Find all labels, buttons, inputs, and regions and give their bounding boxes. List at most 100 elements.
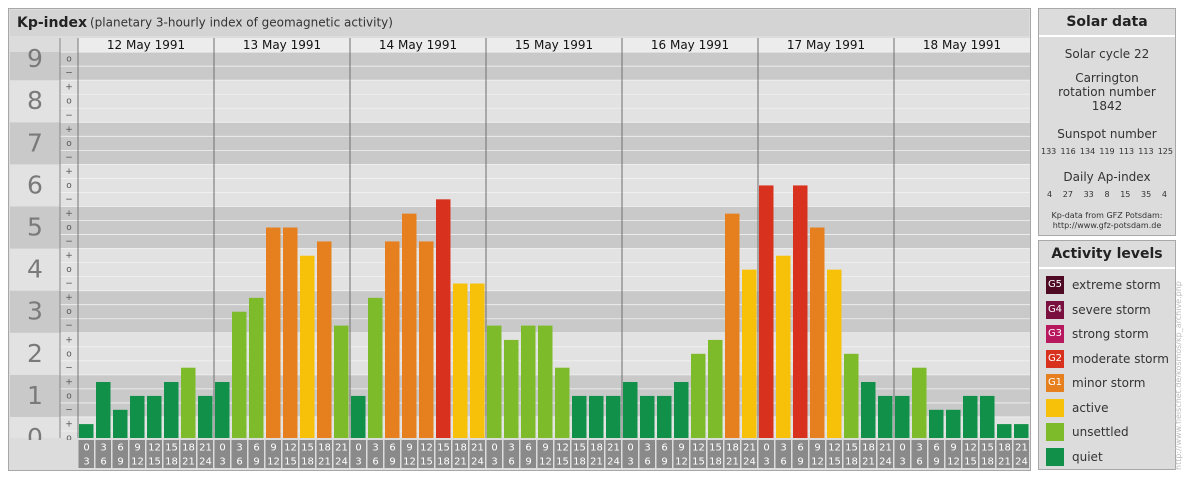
- sunspot-value: 133: [1041, 147, 1057, 156]
- hour-end: 9: [933, 457, 939, 468]
- activity-title: Activity levels: [1039, 241, 1175, 269]
- minor-mark: +: [65, 293, 73, 303]
- hour-cell: [877, 440, 893, 468]
- hour-start: 0: [219, 443, 225, 454]
- hour-cell: [520, 440, 536, 468]
- hour-end: 6: [508, 457, 514, 468]
- hour-cell: [248, 440, 264, 468]
- hour-cell: [350, 440, 366, 468]
- hour-start: 21: [607, 443, 620, 454]
- hour-cell: [588, 440, 604, 468]
- hour-end: 6: [780, 457, 786, 468]
- hour-cell: [911, 440, 927, 468]
- hour-start: 18: [454, 443, 467, 454]
- minor-mark: o: [66, 55, 72, 65]
- minor-mark: −: [65, 111, 73, 121]
- bar: [402, 213, 417, 438]
- hour-cell: [316, 440, 332, 468]
- minor-mark: −: [65, 405, 73, 415]
- hour-cell: [452, 440, 468, 468]
- hour-start: 18: [726, 443, 739, 454]
- bar: [419, 241, 434, 438]
- legend-name: unsettled: [1072, 425, 1129, 440]
- hour-cell: [792, 440, 808, 468]
- hour-end: 12: [403, 457, 416, 468]
- hour-end: 9: [253, 457, 259, 468]
- minor-mark: −: [65, 69, 73, 79]
- minor-mark: −: [65, 363, 73, 373]
- hour-cell: [503, 440, 519, 468]
- activity-panel: Activity levels G5 extreme storm G4 severe …: [1038, 240, 1176, 470]
- bar: [623, 382, 638, 438]
- hour-cell: [537, 440, 553, 468]
- minor-mark: o: [66, 391, 72, 401]
- legend-swatch: [1046, 447, 1064, 466]
- minor-mark: +: [65, 83, 73, 93]
- hour-cell: [809, 440, 825, 468]
- kp-band: [10, 206, 1030, 249]
- bar: [249, 297, 264, 438]
- date-label: 12 May 1991: [107, 38, 185, 52]
- legend-swatch: [1046, 423, 1064, 442]
- hour-cell: [622, 440, 638, 468]
- hour-start: 15: [573, 443, 586, 454]
- hour-start: 12: [284, 443, 297, 454]
- bar: [538, 325, 553, 438]
- hour-cell: [333, 440, 349, 468]
- hour-cell: [996, 440, 1012, 468]
- hour-end: 18: [301, 457, 314, 468]
- bar: [300, 255, 315, 438]
- legend-name: minor storm: [1072, 376, 1146, 391]
- hour-start: 6: [661, 443, 667, 454]
- bar: [266, 227, 281, 438]
- hour-cell: [214, 440, 230, 468]
- hour-cell: [401, 440, 417, 468]
- bar: [198, 395, 213, 438]
- activity-list: G5 extreme storm G4 severe storm G3 strong st…: [1039, 273, 1175, 469]
- hour-end: 18: [845, 457, 858, 468]
- hour-start: 15: [845, 443, 858, 454]
- hour-start: 9: [406, 443, 412, 454]
- hour-start: 0: [899, 443, 905, 454]
- legend-item: G1 minor storm: [1039, 371, 1175, 396]
- bar: [1014, 424, 1029, 438]
- legend-item: active: [1039, 396, 1175, 421]
- hour-cell: [282, 440, 298, 468]
- bar: [589, 395, 604, 438]
- minor-mark: −: [65, 237, 73, 247]
- source: Kp-data from GFZ Potsdam: http://www.gfz-…: [1039, 211, 1175, 231]
- source-url: http://www.gfz-potsdam.de: [1052, 221, 1162, 230]
- bar: [96, 382, 111, 438]
- y-tick-label: 2: [27, 339, 43, 368]
- minor-mark: −: [65, 279, 73, 289]
- y-tick-label: 3: [27, 297, 43, 326]
- minor-mark: o: [66, 307, 72, 317]
- hour-cell: [486, 440, 502, 468]
- hour-cell: [741, 440, 757, 468]
- hour-cell: [928, 440, 944, 468]
- legend-code: G2: [1047, 352, 1063, 364]
- minor-mark: +: [65, 251, 73, 261]
- minor-mark: +: [65, 209, 73, 219]
- bar: [878, 395, 893, 438]
- title-bar: [10, 10, 1029, 36]
- hour-cell: [894, 440, 910, 468]
- hour-end: 3: [491, 457, 497, 468]
- hour-start: 21: [879, 443, 892, 454]
- hour-end: 21: [998, 457, 1011, 468]
- y-tick-label: 9: [27, 44, 43, 73]
- minor-mark: o: [66, 181, 72, 191]
- carrington: Carrington rotation number 1842: [1058, 71, 1156, 113]
- hour-cell: [163, 440, 179, 468]
- hour-cell: [180, 440, 196, 468]
- bar: [555, 367, 570, 438]
- hour-start: 6: [797, 443, 803, 454]
- kp-band: [10, 164, 1030, 207]
- hour-start: 18: [182, 443, 195, 454]
- date-label: 16 May 1991: [651, 38, 729, 52]
- hour-end: 6: [372, 457, 378, 468]
- minor-mark: o: [66, 97, 72, 107]
- bar: [640, 395, 655, 438]
- hour-end: 12: [539, 457, 552, 468]
